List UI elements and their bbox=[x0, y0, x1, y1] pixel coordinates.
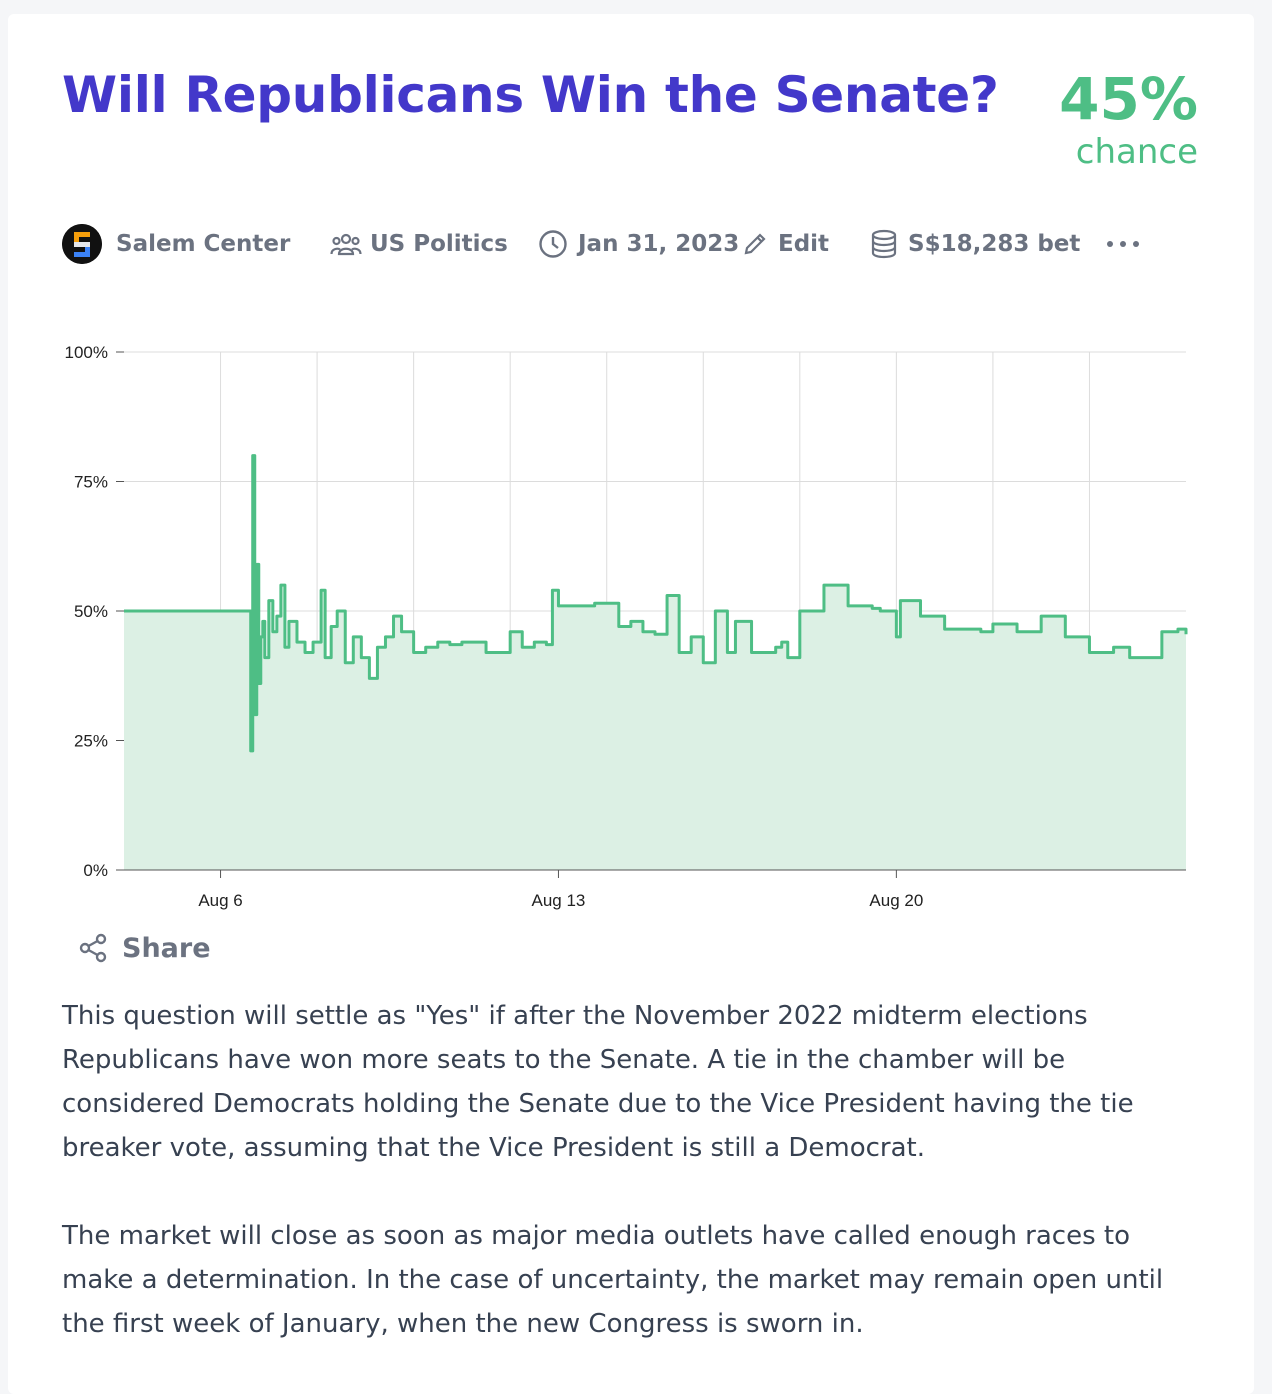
y-tick-label: 25% bbox=[74, 732, 108, 751]
market-meta-row: Salem Center US Politics Jan 31, 2023 Ed… bbox=[62, 222, 1202, 266]
description-paragraph-1: This question will settle as "Yes" if af… bbox=[62, 1001, 1134, 1163]
volume-text: S$18,283 bet bbox=[908, 231, 1081, 257]
edit-button[interactable]: Edit bbox=[742, 222, 829, 266]
creator-link[interactable]: Salem Center bbox=[62, 222, 290, 266]
salem-center-logo-icon[interactable] bbox=[62, 224, 102, 264]
volume: S$18,283 bet bbox=[870, 222, 1080, 266]
edit-label: Edit bbox=[778, 231, 830, 257]
group-name: US Politics bbox=[370, 231, 508, 257]
market-description: This question will settle as "Yes" if af… bbox=[62, 994, 1192, 1390]
ellipsis-icon bbox=[1107, 241, 1139, 247]
close-date-text: Jan 31, 2023 bbox=[578, 231, 740, 257]
users-icon bbox=[330, 233, 362, 256]
y-tick-label: 75% bbox=[74, 473, 108, 492]
probability-value: 45% bbox=[1059, 65, 1198, 133]
creator-name: Salem Center bbox=[116, 231, 291, 257]
chart-axes: 0% 25% 50% 75% 100% Aug 6 Aug 13 Aug 20 bbox=[65, 343, 1186, 910]
probability-chart[interactable]: 0% 25% 50% 75% 100% Aug 6 Aug 13 Aug 20 bbox=[48, 324, 1208, 924]
share-button[interactable]: Share bbox=[78, 926, 211, 970]
clock-icon bbox=[539, 230, 567, 258]
probability-line bbox=[124, 454, 1188, 753]
database-icon bbox=[871, 229, 897, 259]
market-title: Will Republicans Win the Senate? bbox=[62, 66, 999, 124]
x-tick-label: Aug 6 bbox=[198, 891, 242, 910]
pencil-icon bbox=[744, 233, 766, 255]
y-tick-label: 50% bbox=[74, 602, 108, 621]
x-tick-label: Aug 13 bbox=[532, 891, 586, 910]
share-icon bbox=[79, 933, 107, 963]
y-tick-label: 0% bbox=[83, 861, 108, 880]
y-tick-label: 100% bbox=[65, 343, 108, 362]
probability-display: 45% chance bbox=[1059, 66, 1198, 172]
group-link[interactable]: US Politics bbox=[330, 222, 508, 266]
more-options-button[interactable] bbox=[1106, 222, 1140, 266]
description-paragraph-2: The market will close as soon as major m… bbox=[62, 1221, 1164, 1339]
probability-area bbox=[124, 455, 1186, 870]
close-date: Jan 31, 2023 bbox=[538, 222, 739, 266]
probability-label: chance bbox=[1075, 132, 1198, 172]
market-card: Will Republicans Win the Senate? 45% cha… bbox=[8, 14, 1254, 1394]
x-tick-label: Aug 20 bbox=[869, 891, 923, 910]
share-label: Share bbox=[122, 932, 211, 964]
